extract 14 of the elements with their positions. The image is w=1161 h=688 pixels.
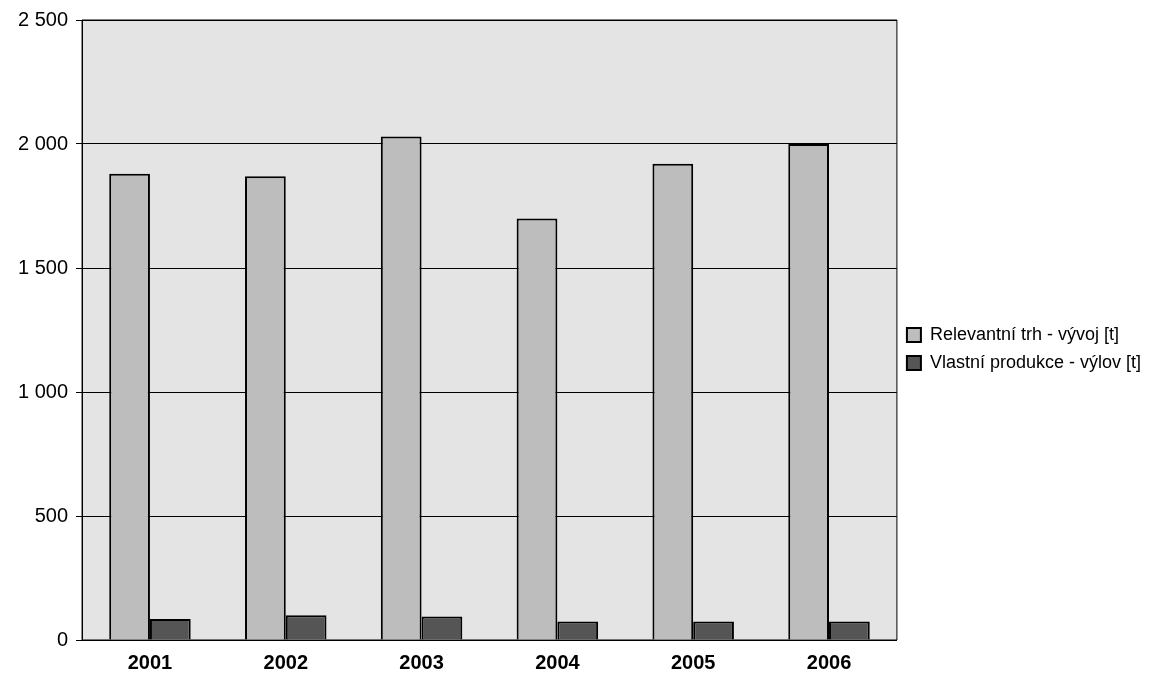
legend-label: Vlastní produkce - výlov [t] bbox=[929, 351, 1142, 372]
y-tick-label: 2 000 bbox=[17, 131, 69, 154]
legend-label: Relevantní trh - vývoj [t] bbox=[929, 323, 1119, 344]
x-tick-label: 2006 bbox=[806, 650, 852, 673]
x-tick-label: 2004 bbox=[535, 650, 581, 673]
y-tick-label: 2 500 bbox=[17, 7, 69, 30]
y-tick-label: 1 000 bbox=[17, 379, 69, 402]
x-tick-label: 2001 bbox=[127, 650, 173, 673]
y-tick-label: 500 bbox=[34, 503, 69, 526]
y-tick-label: 1 500 bbox=[17, 255, 69, 278]
x-tick-label: 2002 bbox=[263, 650, 309, 673]
y-tick-label: 0 bbox=[56, 627, 69, 650]
x-tick-label: 2003 bbox=[399, 650, 444, 673]
x-tick-label: 2005 bbox=[670, 650, 716, 673]
